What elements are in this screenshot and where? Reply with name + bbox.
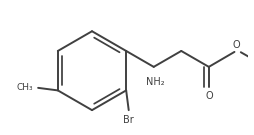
Text: CH₃: CH₃ <box>17 83 33 92</box>
Text: Br: Br <box>123 115 134 125</box>
Text: O: O <box>205 91 213 101</box>
Text: O: O <box>233 40 240 50</box>
Text: NH₂: NH₂ <box>146 77 164 87</box>
